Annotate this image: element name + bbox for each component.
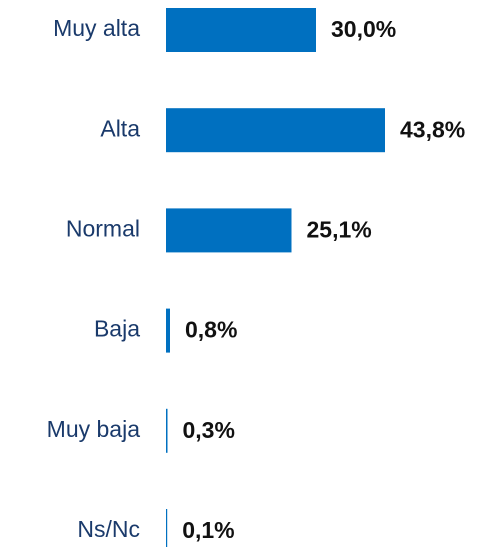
bar [166, 8, 316, 52]
value-label: 0,1% [182, 517, 234, 543]
category-label: Muy alta [53, 15, 140, 41]
value-label: 0,8% [185, 317, 237, 343]
category-label: Alta [100, 115, 140, 141]
value-label: 0,3% [183, 417, 235, 443]
category-label: Baja [94, 316, 140, 342]
value-label: 43,8% [400, 116, 465, 142]
category-label: Normal [66, 215, 140, 241]
bar [166, 208, 292, 253]
bar [166, 108, 385, 153]
category-label: Ns/Nc [77, 516, 140, 542]
bar [166, 308, 170, 353]
value-label: 30,0% [331, 16, 396, 42]
bar [166, 408, 168, 453]
bar [166, 509, 168, 547]
category-label: Muy baja [47, 416, 141, 442]
value-label: 25,1% [307, 216, 372, 242]
